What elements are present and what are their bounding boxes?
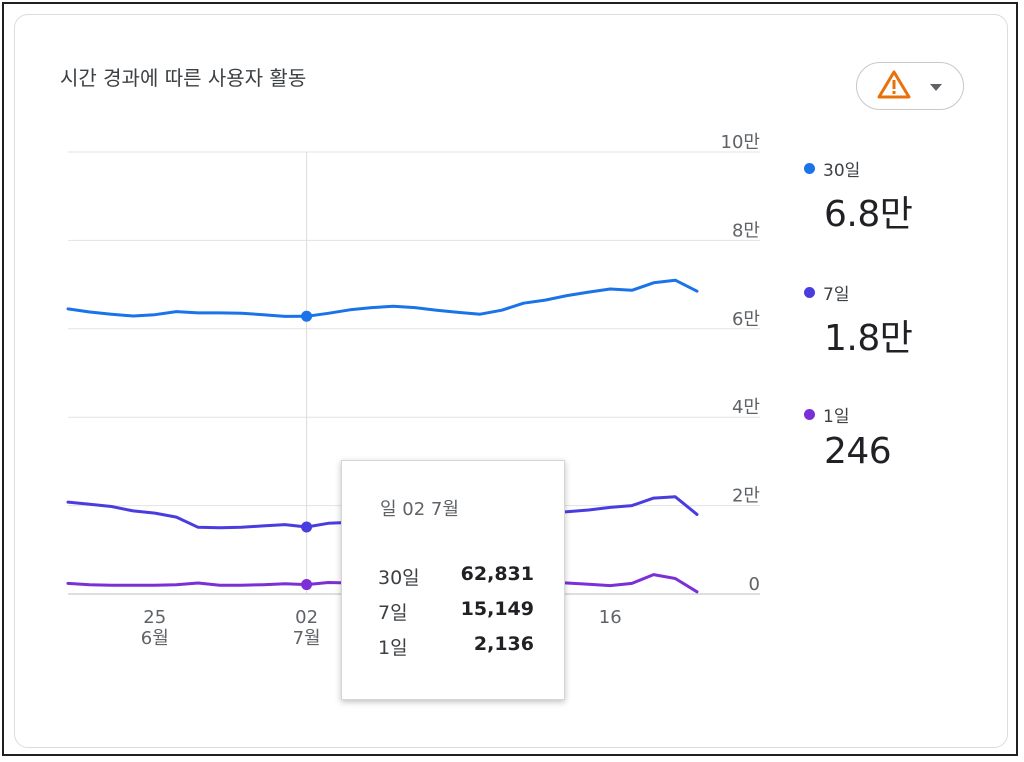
y-axis-ticks: 0 2만 4만 6만 8만 10만 [721, 132, 760, 595]
legend-label: 1일 [823, 407, 850, 427]
x-tick-label: 25 [143, 607, 166, 628]
x-tick-label: 02 [295, 607, 318, 628]
legend-entry: 30일 6.8만 [804, 156, 1004, 237]
y-tick-label: 6만 [732, 309, 760, 330]
warning-icon [877, 69, 911, 103]
legend-head: 7일 [804, 280, 1004, 305]
caret-down-icon [929, 77, 943, 96]
card-title: 시간 경과에 따른 사용자 활동 [60, 66, 307, 90]
legend-entry: 1일 246 [804, 402, 1004, 472]
legend-dot-icon [804, 287, 815, 298]
hover-tooltip: 일 02 7월 30일 62,831 7일 15,149 1일 2,136 [341, 460, 565, 700]
y-tick-label: 2만 [732, 486, 760, 507]
y-tick-label: 10만 [721, 132, 760, 153]
x-tick-sublabel: 7월 [293, 628, 321, 649]
legend-dot-icon [804, 409, 815, 420]
legend-label: 7일 [823, 285, 850, 305]
tooltip-label: 1일 [378, 637, 408, 659]
tooltip-value: 62,831 [460, 563, 534, 585]
y-tick-label: 8만 [732, 220, 760, 241]
x-tick-sublabel: 6월 [141, 628, 169, 649]
y-tick-label: 4만 [732, 397, 760, 418]
tooltip-value: 15,149 [460, 598, 534, 620]
series-point [301, 310, 313, 322]
y-tick-label: 0 [749, 574, 760, 595]
legend-entry: 7일 1.8만 [804, 280, 1004, 361]
tooltip-label: 7일 [378, 602, 408, 624]
tooltip-date: 일 02 7월 [380, 499, 459, 520]
series-line [66, 278, 699, 318]
legend-head: 1일 [804, 402, 1004, 427]
legend-value: 246 [824, 431, 892, 472]
series-point [301, 579, 313, 591]
alert-dropdown-button[interactable] [856, 62, 964, 110]
tooltip-value: 2,136 [473, 633, 534, 655]
legend-dot-icon [804, 163, 815, 174]
x-tick-label: 16 [599, 607, 622, 628]
legend-label: 30일 [823, 161, 861, 181]
legend-value: 1.8만 [824, 318, 913, 359]
series-point [301, 521, 313, 533]
tooltip-label: 30일 [378, 567, 420, 589]
legend-value: 6.8만 [824, 194, 913, 235]
legend-head: 30일 [804, 156, 1004, 181]
